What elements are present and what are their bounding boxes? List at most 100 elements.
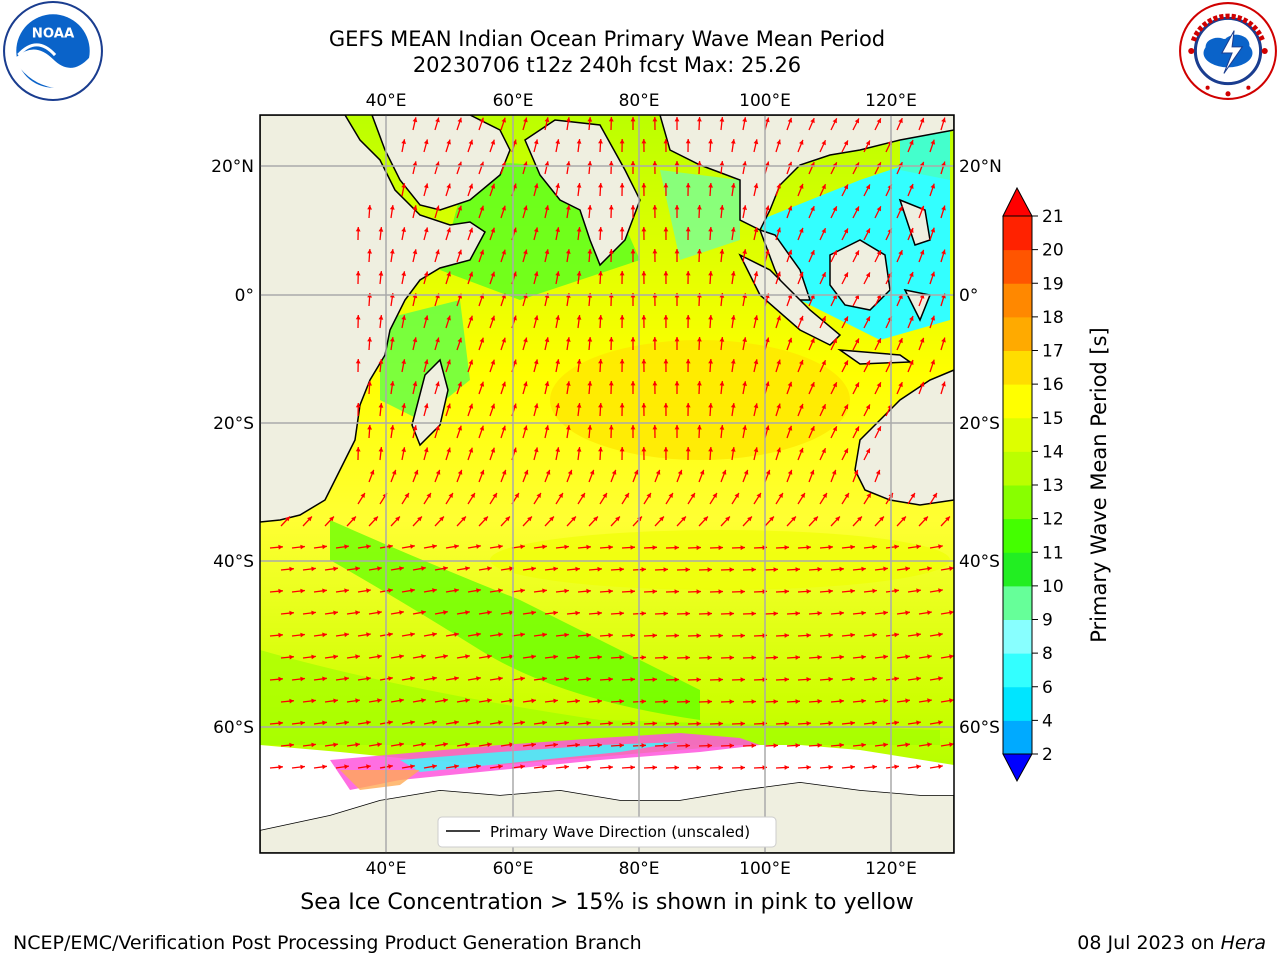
wave-arrow-head [810, 382, 815, 388]
wave-arrow-head [501, 381, 506, 387]
wave-arrow-head [927, 742, 932, 747]
wave-arrow-head [278, 720, 283, 726]
wave-arrow-head [421, 698, 426, 703]
wave-arrow-head [905, 610, 910, 616]
wave-arrow-head [344, 720, 349, 726]
wave-arrow-head [817, 655, 822, 660]
wave-arrow-head [435, 249, 440, 255]
wave-arrow-head [652, 249, 658, 254]
wave-arrow-head [399, 742, 404, 747]
wave-arrow-head [872, 544, 877, 550]
wave-arrow-head [421, 610, 426, 615]
wave-arrow-head [795, 699, 800, 704]
wave-arrow-head [423, 447, 429, 453]
wave-arrow-head [399, 698, 404, 703]
wave-arrow-head [421, 654, 426, 659]
wave-arrow-head [854, 118, 859, 124]
wave-arrow-head [719, 425, 725, 430]
wave-arrow-head [465, 698, 470, 703]
wave-arrow-head [378, 271, 384, 276]
wave-arrow-head [366, 544, 371, 549]
wave-arrow-head [876, 338, 881, 344]
wave-arrow-head [753, 227, 759, 233]
wave-arrow-head [930, 315, 936, 321]
wave-arrow-head [395, 516, 400, 522]
wave-arrow-head [366, 720, 371, 725]
wave-arrow-head [773, 611, 778, 616]
wave-arrow-head [555, 271, 560, 276]
wave-arrow-head [663, 743, 668, 748]
wave-arrow-head [311, 566, 316, 572]
colorbar-band [1003, 485, 1032, 520]
wave-arrow-head [696, 721, 701, 727]
wave-arrow-head [378, 403, 384, 408]
wave-arrow-head [399, 566, 404, 571]
wave-arrow-head [619, 271, 625, 276]
wave-arrow-head [454, 632, 459, 637]
wave-arrow-head [776, 271, 781, 277]
wave-arrow-head [367, 249, 372, 254]
wave-arrow-head [894, 588, 899, 594]
wave-arrow-head [300, 632, 305, 638]
wave-arrow-head [795, 655, 800, 660]
wave-arrow-head [787, 205, 793, 211]
wave-arrow-head [843, 360, 848, 366]
wave-arrow-head [697, 381, 702, 386]
wave-arrow-head [850, 544, 855, 550]
wave-arrow-head [898, 382, 903, 388]
wave-arrow-head [366, 676, 371, 681]
wave-arrow-head [355, 403, 361, 408]
wave-arrow-head [401, 403, 406, 408]
wave-arrow-head [401, 139, 406, 144]
wave-arrow-head [828, 632, 833, 638]
wave-arrow-head [542, 764, 547, 770]
wave-arrow-head [938, 588, 943, 593]
wave-arrow-head [938, 720, 943, 725]
wave-arrow-head [564, 676, 569, 682]
wave-arrow-head [832, 118, 837, 124]
wave-arrow-head [821, 184, 826, 190]
colorbar-band [1003, 686, 1032, 721]
wave-arrow-head [531, 610, 536, 616]
wave-arrow-head [587, 161, 593, 166]
wave-arrow-head [674, 765, 679, 770]
wave-arrow-head [730, 227, 736, 232]
wave-arrow-head [707, 655, 712, 661]
wave-arrow-head [423, 139, 429, 145]
wave-arrow-head [930, 359, 936, 365]
wave-arrow-head [586, 676, 591, 682]
wave-arrow-head [901, 516, 906, 522]
wave-arrow-head [883, 566, 888, 572]
wave-arrow-head [630, 633, 635, 638]
wave-arrow-head [787, 425, 793, 431]
footer-credit: NCEP/EMC/Verification Post Processing Pr… [13, 932, 642, 954]
wave-arrow-head [410, 720, 415, 725]
wave-arrow-head [576, 403, 582, 408]
wave-arrow-head [443, 610, 448, 615]
wave-arrow-head [586, 764, 591, 770]
wave-arrow-head [501, 117, 506, 123]
wave-arrow-head [412, 117, 418, 123]
wave-arrow-head [630, 249, 636, 254]
wave-arrow-head [839, 698, 844, 704]
wave-arrow-head [916, 544, 921, 550]
wave-arrow-head [373, 516, 378, 522]
wave-arrow-head [566, 117, 571, 122]
wave-arrow-head [821, 360, 826, 366]
wave-arrow-head [821, 404, 826, 410]
wave-arrow-head [927, 566, 932, 571]
wave-arrow-head [828, 588, 833, 594]
wave-arrow-head [575, 698, 580, 704]
wave-arrow-head [476, 720, 481, 725]
wave-arrow-head [598, 271, 603, 276]
wave-arrow-head [799, 315, 804, 321]
wave-arrow-head [861, 610, 866, 616]
wave-arrow-head [799, 271, 804, 277]
wave-arrow-head [476, 676, 481, 681]
wave-arrow-head [894, 544, 899, 550]
wave-arrow-head [861, 566, 866, 572]
wave-arrow-head [624, 493, 629, 498]
wave-arrow-head [278, 764, 283, 770]
wave-arrow-head [730, 447, 736, 452]
wave-arrow-head [791, 516, 796, 522]
